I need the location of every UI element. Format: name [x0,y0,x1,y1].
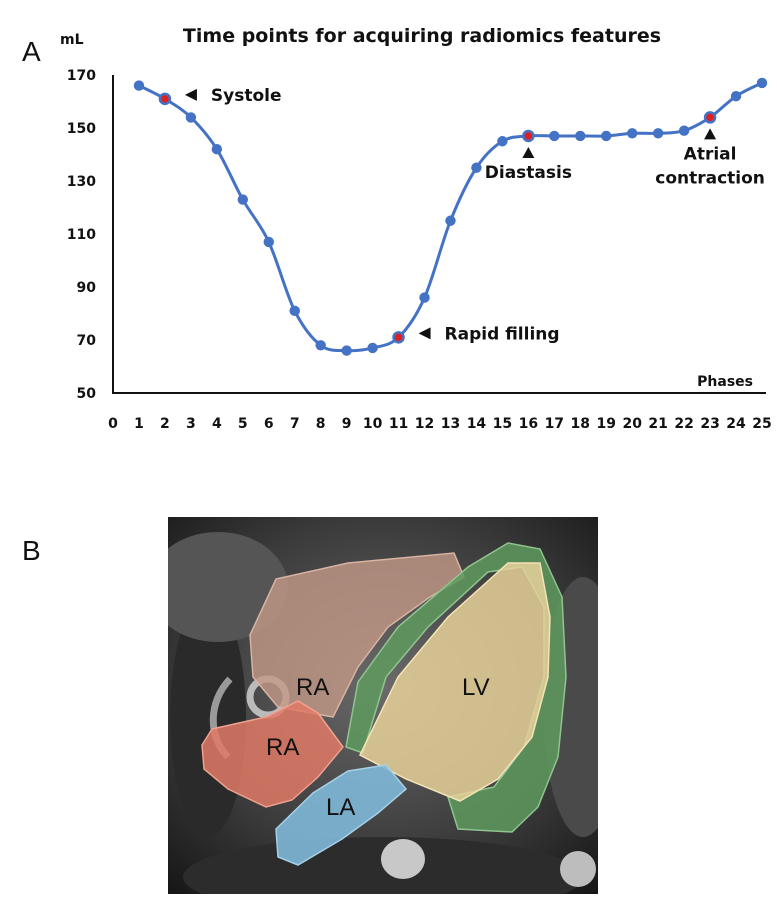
annotation-arrow [184,88,197,101]
data-point [211,144,223,155]
data-point [575,130,586,142]
region-lv [359,562,551,802]
annotation-label: Diastasis [485,163,572,183]
data-point [471,162,482,173]
highlight-point [392,331,405,344]
label-la: LA [326,794,355,821]
data-point [601,130,612,142]
x-tick-label: 24 [726,416,746,432]
annotation-label: Atrial [684,144,737,164]
region-ra-upper [249,552,465,718]
x-tick-label: 1 [134,416,144,432]
y-tick-label: 150 [67,121,96,137]
data-point [289,305,300,317]
data-point [497,136,508,147]
data-point [133,80,145,91]
data-point [678,125,690,136]
annotation-label: Systole [211,86,282,106]
x-tick-label: 15 [493,416,512,432]
x-tick-label: 9 [342,416,352,432]
region-la [275,764,408,866]
mri-svg: RA RA LV LA [148,517,623,917]
data-point [341,345,352,356]
highlight-point [522,129,535,143]
data-point [185,112,197,123]
x-tick-label: 22 [674,416,693,432]
panel-label-a: A [22,36,41,67]
x-tick-label: 3 [186,416,196,432]
x-tick-label: 21 [648,416,667,432]
x-tick-label: 25 [752,416,771,432]
annotation-arrow [522,146,535,158]
y-tick-label: 70 [77,333,97,349]
vessel-bottom [381,839,425,879]
x-tick-label: 11 [389,416,408,432]
x-tick-label: 13 [441,416,460,432]
data-point [549,130,560,142]
label-lv: LV [462,674,490,701]
annotation-arrow [704,128,717,140]
tissue-top-left [148,532,288,642]
x-tick-label: 8 [316,416,326,432]
x-tick-label: 20 [622,416,642,432]
x-tick-label: 10 [363,416,383,432]
x-tick-label: 16 [519,416,538,432]
region-myocardium [345,542,567,833]
data-point [367,342,378,354]
y-tick-label: 50 [77,386,97,402]
x-tick-label: 23 [700,416,719,432]
data-point [263,236,274,248]
vessel-bottom-right [560,851,596,887]
x-tick-label: 12 [415,416,434,432]
y-tick-label: 170 [67,68,96,84]
x-axis-label: Phases [697,374,753,390]
data-point [756,77,768,89]
cardiac-mri-image: RA RA LV LA [148,517,623,917]
y-axis-label: mL [60,32,84,48]
y-tick-label: 110 [67,227,96,243]
x-tick-label: 19 [596,416,615,432]
data-point [419,292,430,303]
data-point [237,194,248,205]
data-point [730,91,742,102]
data-point [315,340,326,351]
panel-label-b: B [22,535,41,566]
y-tick-label: 130 [67,174,96,190]
annotation-label: Rapid filling [445,324,560,344]
data-point [627,128,638,139]
chart-title: Time points for acquiring radiomics feat… [183,25,661,47]
x-tick-label: 17 [545,416,564,432]
data-point [445,215,456,226]
x-tick-label: 4 [212,416,222,432]
annotation-label: contraction [655,168,765,188]
region-ra-lower [201,700,344,808]
x-tick-label: 0 [108,416,118,432]
volume-chart: Time points for acquiring radiomics feat… [60,25,772,432]
highlight-point [158,92,172,106]
highlight-point [703,111,717,124]
data-point [652,128,664,139]
x-tick-label: 7 [290,416,300,432]
annotation-arrow [418,327,431,340]
x-tick-label: 5 [238,416,248,432]
y-tick-label: 90 [77,280,97,296]
x-tick-label: 14 [467,416,487,432]
label-ra-upper: RA [296,674,329,701]
x-tick-label: 18 [571,416,590,432]
x-tick-label: 2 [160,416,170,432]
label-ra-lower: RA [266,734,299,761]
x-tick-label: 6 [264,416,274,432]
